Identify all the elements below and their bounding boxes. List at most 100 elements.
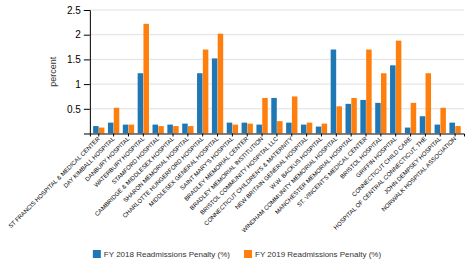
x-tick-label: NORWALK HOSPITAL ASSOCIATION	[381, 136, 458, 213]
bar	[99, 128, 105, 134]
legend-swatch	[93, 250, 101, 258]
chart: 0.5 1 1.5 2 2.5 ST FRANCIS HOSPITAL & MEDICAL…	[0, 0, 474, 263]
bar	[307, 123, 313, 134]
x-tick-mark	[291, 133, 292, 136]
y-tick: 2.5	[67, 5, 90, 16]
bar	[218, 34, 224, 134]
bar	[420, 116, 426, 133]
bar	[396, 41, 402, 134]
y-axis: 0.5 1 1.5 2 2.5	[67, 5, 90, 134]
x-tick-mark	[173, 133, 174, 136]
x-tick-mark	[440, 133, 441, 136]
bar	[114, 108, 120, 134]
legend-item: FY 2019 Readmissions Penalty (%)	[244, 250, 381, 259]
y-tick-mark	[84, 10, 90, 11]
bar	[351, 98, 357, 134]
bar	[93, 126, 99, 133]
bar	[449, 123, 455, 134]
series	[99, 24, 461, 134]
bar	[188, 126, 194, 133]
legend-swatch	[244, 250, 252, 258]
x-tick-mark	[98, 133, 99, 136]
bar	[381, 73, 387, 133]
bar	[173, 126, 179, 133]
x-tick-mark	[455, 133, 456, 136]
bar	[271, 98, 277, 134]
x-tick-label: JOHN DEMPSEY HOSPITAL	[383, 135, 443, 195]
bar	[455, 126, 461, 133]
x-tick-mark	[321, 133, 322, 136]
y-tick: 1.5	[67, 54, 90, 65]
bar	[153, 125, 159, 134]
bar	[336, 106, 342, 133]
y-tick-label: 0.5	[67, 103, 81, 114]
bar	[331, 50, 337, 134]
bar	[138, 73, 144, 133]
x-tick-mark	[380, 133, 381, 136]
bar	[435, 125, 441, 134]
y-tick-mark	[84, 35, 90, 36]
x-axis: ST FRANCIS HOSPITAL & MEDICAL CENTERDAY …	[7, 133, 464, 233]
x-tick: SHARON MEMORIAL HOSPITAL	[122, 133, 190, 203]
x-tick-mark	[336, 133, 337, 136]
bar	[197, 73, 203, 133]
x-tick-mark	[351, 133, 352, 136]
legend-label: FY 2019 Readmissions Penalty (%)	[255, 250, 381, 259]
x-tick-mark	[306, 133, 307, 136]
x-tick-mark	[217, 133, 218, 136]
bar	[108, 123, 114, 134]
x-tick-mark	[158, 133, 159, 136]
bar	[182, 124, 188, 134]
x-tick-mark	[143, 133, 144, 136]
bar	[440, 108, 446, 134]
bar	[292, 96, 298, 133]
y-tick-label: 1.5	[67, 54, 81, 65]
bar	[286, 123, 292, 134]
x-tick: NORWALK HOSPITAL ASSOCIATION	[381, 133, 458, 212]
x-tick-mark	[113, 133, 114, 136]
bar	[129, 125, 135, 134]
grid-line	[90, 10, 464, 11]
x-tick: JOHN DEMPSEY HOSPITAL	[383, 133, 443, 195]
bar	[426, 73, 432, 133]
x-tick-mark	[395, 133, 396, 136]
x-tick-mark	[276, 133, 277, 136]
bar	[262, 98, 268, 134]
y-axis-title: percent	[48, 56, 58, 87]
x-tick-mark	[425, 133, 426, 136]
bar	[322, 124, 328, 134]
x-tick-mark	[202, 133, 203, 136]
bar	[301, 125, 307, 134]
bar	[346, 104, 352, 134]
bar	[123, 125, 129, 134]
y-axis-line	[84, 11, 91, 134]
legend-label: FY 2018 Readmissions Penalty (%)	[104, 250, 230, 259]
y-tick-label: 2	[75, 29, 81, 40]
bar	[212, 58, 218, 133]
y-tick-mark	[84, 84, 90, 85]
x-tick-mark	[262, 133, 263, 136]
y-tick-mark	[84, 109, 90, 110]
y-tick: 1	[75, 79, 90, 90]
y-tick: 0.5	[67, 103, 90, 114]
bar	[375, 103, 381, 134]
x-tick-mark	[366, 133, 367, 136]
x-tick-mark	[187, 133, 188, 136]
bars	[93, 24, 461, 134]
bar	[256, 125, 262, 134]
y-tick-label: 1	[75, 79, 81, 90]
bar	[390, 65, 396, 133]
bar	[167, 125, 173, 134]
bar	[316, 127, 322, 134]
legend: FY 2018 Readmissions Penalty (%) FY 2019 …	[93, 250, 382, 259]
bar	[247, 124, 253, 134]
bar	[405, 128, 411, 134]
x-tick-mark	[232, 133, 233, 136]
y-tick-label: 2.5	[67, 5, 81, 16]
x-tick-mark	[247, 133, 248, 136]
bar	[233, 125, 239, 134]
bar	[143, 24, 149, 134]
x-tick-label: SHARON MEMORIAL HOSPITAL	[122, 135, 190, 203]
bar	[411, 103, 417, 134]
legend-item: FY 2018 Readmissions Penalty (%)	[93, 250, 230, 259]
